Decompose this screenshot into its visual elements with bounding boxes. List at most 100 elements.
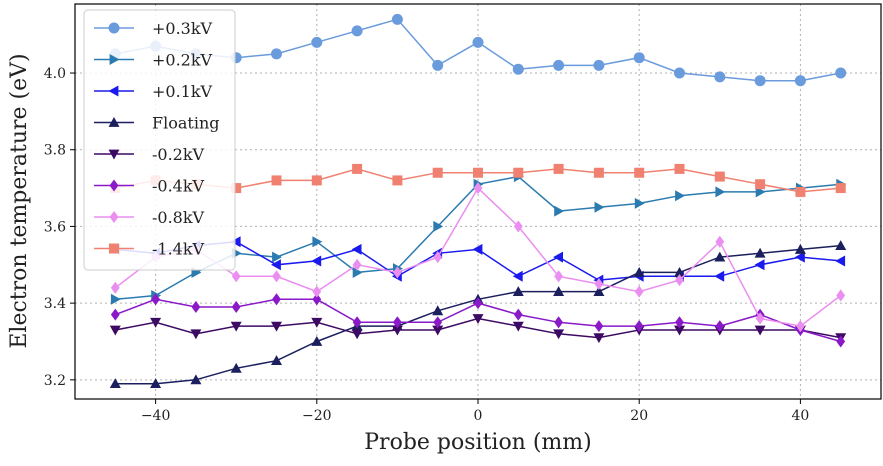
- data-point: [391, 13, 403, 25]
- data-point: [795, 186, 806, 197]
- data-point: [754, 259, 765, 271]
- data-point: [714, 251, 726, 262]
- data-point: [311, 335, 323, 346]
- legend-marker: [108, 22, 120, 34]
- legend-marker: [109, 179, 119, 192]
- data-point: [675, 274, 684, 287]
- legend-item-minus-0-2kv: -0.2kV: [94, 145, 205, 164]
- data-point: [674, 325, 685, 336]
- data-point: [633, 266, 645, 277]
- data-point: [675, 316, 684, 329]
- y-tick-label: 3.6: [44, 219, 66, 235]
- data-point: [109, 378, 121, 389]
- data-point: [110, 308, 120, 321]
- legend-item-minus-1-4kv: -1.4kV: [94, 240, 205, 259]
- legend-marker: [109, 210, 119, 224]
- data-point: [150, 317, 162, 328]
- data-point: [593, 59, 605, 71]
- data-point: [272, 270, 281, 283]
- data-point: [674, 67, 685, 79]
- legend-label: -0.8kV: [152, 208, 205, 227]
- data-point: [512, 321, 524, 332]
- data-point: [754, 247, 766, 258]
- data-point: [311, 255, 322, 267]
- data-point: [230, 362, 242, 373]
- data-point: [433, 251, 443, 264]
- data-point: [231, 183, 242, 194]
- data-point: [714, 270, 725, 282]
- data-point: [835, 67, 847, 79]
- data-point: [755, 312, 765, 325]
- data-point: [512, 270, 523, 282]
- data-point: [754, 325, 766, 336]
- legend-label: +0.1kV: [152, 82, 213, 101]
- series-minus-0-4kv: [110, 293, 846, 348]
- data-point: [553, 286, 565, 297]
- data-point: [472, 36, 484, 48]
- data-point: [553, 163, 564, 174]
- data-point: [231, 300, 241, 314]
- data-point: [311, 175, 322, 186]
- data-point: [554, 205, 565, 217]
- data-point: [553, 329, 565, 340]
- data-point: [512, 286, 524, 297]
- legend-label: Floating: [152, 114, 219, 133]
- data-point: [593, 333, 605, 344]
- data-point: [312, 293, 322, 306]
- data-point: [351, 243, 362, 255]
- data-point: [512, 63, 524, 75]
- data-point: [271, 259, 281, 271]
- legend-marker: [108, 117, 120, 127]
- data-point: [351, 25, 363, 37]
- legend-marker: [108, 85, 119, 97]
- data-point: [513, 167, 524, 178]
- data-point: [311, 36, 323, 48]
- y-axis-label: Electron temperature (eV): [7, 53, 32, 348]
- legend-box: [83, 9, 236, 271]
- data-point: [714, 171, 725, 182]
- data-point: [472, 314, 484, 324]
- data-point: [634, 167, 645, 178]
- data-point: [835, 240, 847, 251]
- data-point: [352, 316, 362, 329]
- data-point: [151, 293, 160, 306]
- data-point: [715, 235, 725, 248]
- data-point: [715, 320, 725, 333]
- data-point: [513, 308, 523, 321]
- data-point: [634, 285, 644, 298]
- data-point: [715, 186, 726, 198]
- data-point: [352, 258, 362, 271]
- legend-label: +0.2kV: [152, 51, 213, 70]
- legend-label: +0.3kV: [152, 19, 213, 38]
- x-tick-label: 20: [630, 408, 648, 424]
- data-point: [794, 251, 805, 263]
- legend-item-minus-0-4kv: -0.4kV: [94, 177, 205, 196]
- data-point: [230, 236, 241, 248]
- x-tick-label: 40: [791, 408, 809, 424]
- data-point: [836, 335, 846, 348]
- data-point: [714, 71, 726, 83]
- data-point: [554, 316, 563, 329]
- data-point: [835, 255, 846, 267]
- data-point: [473, 167, 483, 178]
- legend-label: -0.2kV: [152, 145, 205, 164]
- data-point: [272, 251, 282, 263]
- x-axis-label: Probe position (mm): [364, 430, 592, 455]
- legend-marker: [108, 149, 120, 160]
- legend-marker: [109, 243, 119, 254]
- legend-label: -1.4kV: [152, 240, 205, 259]
- data-point: [433, 220, 444, 232]
- data-point: [432, 325, 444, 336]
- data-point: [553, 59, 565, 71]
- legend-marker: [109, 54, 120, 65]
- legend-item-floating: Floating: [94, 114, 219, 133]
- data-point: [150, 378, 162, 389]
- series-layer: [109, 13, 847, 389]
- legend-item-minus-0-8kv: -0.8kV: [94, 208, 205, 227]
- data-point: [109, 325, 121, 336]
- data-point: [513, 220, 523, 233]
- data-point: [594, 201, 605, 213]
- data-point: [594, 320, 604, 333]
- data-point: [794, 75, 806, 87]
